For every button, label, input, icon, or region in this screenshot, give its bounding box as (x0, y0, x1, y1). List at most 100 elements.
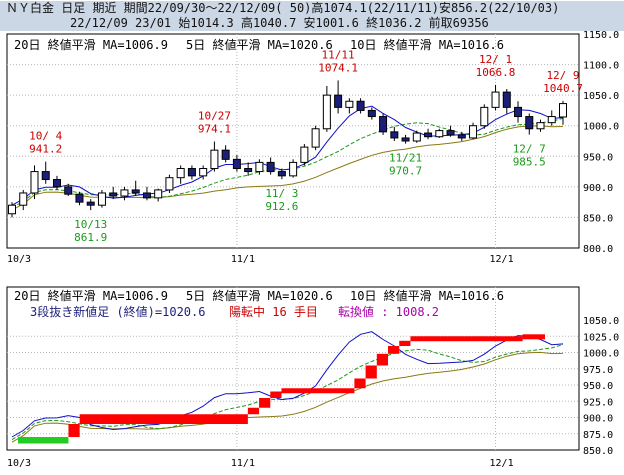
low-annotation-date: 11/ 3 (265, 187, 298, 200)
candle-down (514, 106, 523, 118)
candle-up (491, 91, 500, 108)
candle-down (64, 186, 73, 195)
legend-ma5: 5日 終値平滑 MA=1020.6 (186, 37, 333, 52)
candle-up (19, 192, 28, 206)
candle-down (266, 161, 275, 173)
candle-down (525, 116, 534, 130)
candle-up (559, 103, 567, 118)
x-tick-label-lower: 11/1 (231, 458, 255, 469)
low-annotation-value: 861.9 (74, 231, 107, 244)
candle-down (232, 158, 241, 170)
chart-header-ohlc: 22/12/09 23/01 始1014.3 高1040.7 安1001.6 終… (0, 16, 624, 31)
candle-up (176, 168, 185, 179)
candle-down (401, 137, 410, 142)
candle-up (30, 171, 39, 194)
candle-down (424, 132, 433, 138)
candle-down (41, 171, 50, 181)
candle-up (154, 189, 163, 199)
new-price-brick-up (247, 407, 260, 415)
high-annotation-date: 11/11 (322, 48, 355, 61)
new-price-brick-down (18, 437, 69, 444)
candle-up (322, 94, 331, 130)
ma5-line-lower (11, 331, 564, 438)
legend-ma5-lower: 5日 終値平滑 MA=1020.6 (186, 288, 333, 303)
y-tick-label: 950.0 (583, 152, 613, 163)
y-tick-label: 800.0 (583, 244, 613, 255)
y-tick-label: 1150.0 (583, 30, 619, 41)
candle-down (86, 201, 95, 206)
new-price-brick-up (410, 336, 523, 342)
candle-down (52, 179, 61, 188)
y-tick-label-lower: 925.0 (583, 397, 613, 408)
y-tick-label-lower: 850.0 (583, 446, 613, 457)
candle-up (547, 116, 556, 124)
high-annotation-date: 10/27 (198, 110, 231, 123)
candle-down (367, 109, 376, 118)
upper-chart-frame (6, 33, 580, 249)
y-tick-label-lower: 1050.0 (583, 316, 619, 327)
candle-up (311, 128, 320, 148)
high-annotation-value: 941.2 (29, 143, 62, 156)
new-price-brick-up (281, 388, 355, 394)
low-annotation-date: 12/ 7 (513, 143, 546, 156)
ma10-line-lower (11, 344, 564, 441)
candle-up (300, 146, 309, 163)
legend-ma20-lower: 20日 終値平滑 MA=1006.9 (14, 288, 168, 303)
candle-up (8, 204, 16, 215)
high-annotation-value: 1074.1 (318, 61, 358, 74)
candle-down (502, 91, 511, 108)
x-tick-label: 11/1 (231, 254, 255, 265)
low-annotation-value: 985.5 (513, 156, 546, 169)
ma20-line-lower (11, 351, 564, 443)
candle-up (536, 122, 545, 130)
chart-header-period: ＮＹ白金 日足 期近 期間22/09/30～22/12/09( 50)高1074… (0, 1, 624, 16)
y-tick-label: 1100.0 (583, 61, 619, 72)
low-annotation-date: 11/21 (389, 152, 422, 165)
candle-up (289, 161, 298, 177)
candle-down (379, 116, 388, 133)
legend-ma20: 20日 終値平滑 MA=1006.9 (14, 37, 168, 52)
new-price-brick-up (270, 391, 282, 398)
high-annotation-date: 12/ 1 (479, 53, 512, 66)
trend-status: 陽転中 16 手目 (229, 304, 318, 319)
new-price-brick-up (365, 365, 377, 379)
high-annotation-value: 1066.8 (476, 66, 516, 79)
high-annotation-value: 1040.7 (543, 82, 583, 95)
low-annotation-date: 10/13 (74, 218, 107, 231)
candle-up (345, 100, 354, 108)
y-tick-label-lower: 875.0 (583, 430, 613, 441)
candle-up (210, 149, 219, 170)
candle-up (412, 132, 421, 142)
candle-up (165, 177, 174, 191)
y-tick-label-lower: 1000.0 (583, 349, 619, 360)
new-price-brick-up (354, 378, 366, 389)
new-price-brick-up (259, 398, 271, 408)
candle-down (75, 193, 84, 203)
candle-up (97, 192, 106, 206)
candle-down (142, 192, 151, 199)
new-price-brick-up (399, 340, 411, 346)
candle-down (446, 130, 455, 136)
y-tick-label: 900.0 (583, 183, 613, 194)
high-annotation-value: 974.1 (198, 123, 231, 136)
y-tick-label-lower: 1025.0 (583, 332, 619, 343)
x-tick-label-lower: 10/3 (7, 458, 31, 469)
candle-down (277, 171, 286, 177)
x-tick-label: 10/3 (7, 254, 31, 265)
legend-ma10: 10日 終値平滑 MA=1016.6 (350, 37, 504, 52)
y-tick-label: 850.0 (583, 213, 613, 224)
candle-up (480, 106, 489, 127)
high-annotation-date: 12/ 9 (546, 69, 579, 82)
high-annotation-date: 10/ 4 (29, 130, 62, 143)
candle-down (244, 168, 253, 173)
candle-down (187, 168, 196, 177)
reversal-value: 転換値 : 1008.2 (338, 304, 439, 319)
candle-up (255, 161, 264, 173)
y-tick-label-lower: 975.0 (583, 365, 613, 376)
x-tick-label: 12/1 (490, 254, 514, 265)
candle-up (435, 130, 444, 138)
candle-up (199, 168, 208, 177)
candle-down (457, 134, 466, 139)
legend-ma10-lower: 10日 終値平滑 MA=1016.6 (350, 288, 504, 303)
